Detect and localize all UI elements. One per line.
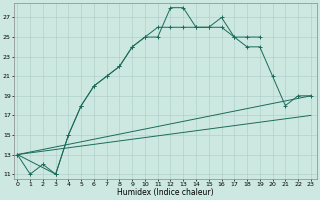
X-axis label: Humidex (Indice chaleur): Humidex (Indice chaleur) xyxy=(117,188,214,197)
